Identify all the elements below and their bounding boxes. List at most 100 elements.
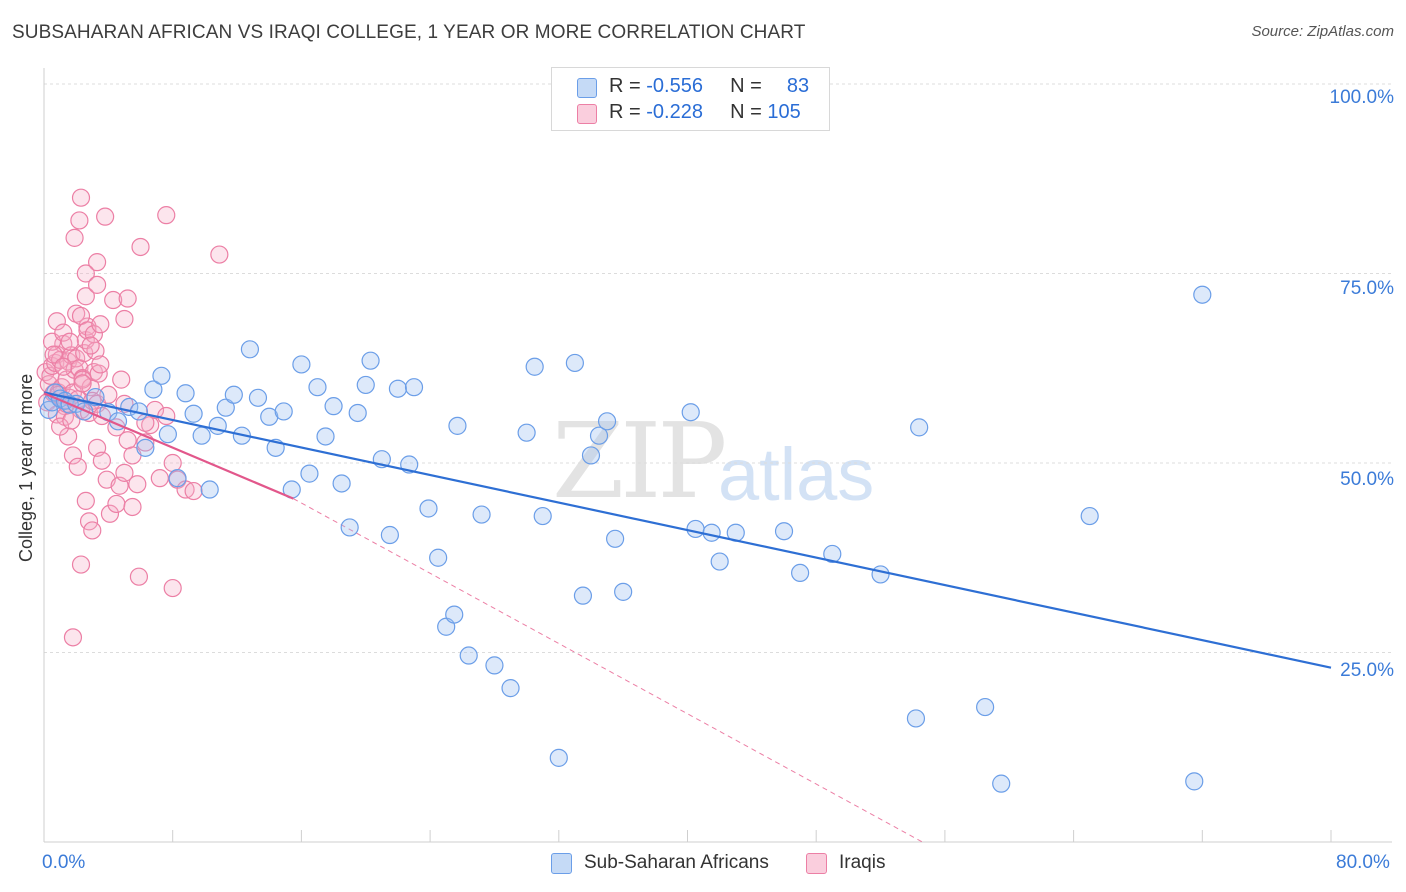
sub-saharan-point — [525, 357, 544, 376]
iraqis-point — [91, 315, 110, 334]
iraqis-point — [163, 578, 182, 598]
iraqis-point — [128, 475, 147, 494]
sub-saharan-point — [472, 505, 491, 524]
trend-lines — [43, 391, 1332, 669]
sub-saharan-point — [380, 525, 399, 545]
y-tick-50: 50.0% — [1340, 469, 1394, 490]
sub-saharan-point — [274, 402, 293, 421]
sub-saharan-point — [976, 697, 995, 717]
source-label: Source: ZipAtlas.com — [1251, 23, 1394, 40]
sub-saharan-point — [702, 523, 721, 542]
iraqis-point — [129, 567, 149, 586]
iraqis-point — [145, 400, 165, 420]
blue-swatch — [577, 78, 597, 98]
sub-saharan-point — [774, 522, 794, 541]
trend-lines-extended — [293, 498, 923, 843]
iraqis-point — [50, 417, 70, 436]
iraqis-point — [76, 287, 95, 306]
iraqis-point — [112, 370, 131, 389]
iraqis-point — [68, 457, 87, 476]
bottom-blue-swatch — [551, 853, 572, 874]
iraqis-point — [89, 364, 108, 383]
sub-saharan-point — [75, 402, 94, 421]
iraqis-point — [87, 253, 107, 272]
iraqis-point — [83, 521, 102, 540]
iraqis-trend-line — [43, 392, 294, 500]
iraqis-point — [123, 497, 142, 517]
sub-saharan-point — [152, 366, 171, 385]
iraqis-point — [87, 275, 107, 294]
legend-blue-n-value: 83 — [786, 75, 810, 97]
watermark-zip: ZIP — [552, 400, 727, 522]
sub-saharan-point — [448, 416, 467, 435]
iraqis-point — [44, 345, 63, 364]
iraqis-point — [184, 481, 203, 501]
sub-saharan-point — [549, 748, 568, 767]
iraqis-point — [210, 245, 229, 264]
iraqis-point — [115, 463, 134, 482]
sub-saharan-point — [86, 387, 105, 407]
sub-saharan-point — [992, 774, 1011, 793]
iraqis-point — [157, 206, 176, 225]
chart-title: SUBSAHARAN AFRICAN VS IRAQI COLLEGE, 1 Y… — [12, 22, 806, 43]
sub-saharan-point — [614, 582, 633, 601]
iraqis-point — [100, 504, 120, 523]
legend-blue-r-label: R = — [609, 75, 641, 97]
sub-saharan-point — [361, 351, 380, 370]
sub-saharan-point — [686, 519, 705, 539]
axes — [43, 68, 1392, 843]
sub-saharan-point — [485, 656, 504, 675]
sub-saharan-point — [910, 418, 929, 437]
legend-blue-n-label: N = — [730, 75, 762, 97]
bottom-legend-blue-label: Sub-Saharan Africans — [584, 852, 769, 873]
iraqis-point — [63, 628, 83, 647]
sub-saharan-point — [144, 380, 163, 399]
iraqis-point — [65, 228, 84, 247]
iraqis-trend-line-extended — [293, 498, 923, 843]
x-tick-min: 0.0% — [42, 852, 86, 873]
legend-pink-n-label: N = — [730, 101, 762, 123]
sub-saharan-point — [348, 403, 367, 423]
sub-saharan-point — [224, 385, 243, 404]
pink-swatch — [577, 104, 597, 124]
sub-saharan-point — [445, 605, 464, 624]
sub-saharan-point — [404, 378, 424, 397]
iraqis-point — [81, 336, 100, 355]
sub-saharan-point — [517, 423, 536, 442]
y-axis-label: College, 1 year or more — [16, 373, 36, 562]
x-tick-max: 80.0% — [1336, 852, 1390, 873]
legend-blue-r-value: -0.556 — [646, 75, 703, 97]
sub-saharan-point — [324, 397, 343, 416]
iraqis-point — [54, 357, 73, 376]
sub-saharan-point — [871, 565, 890, 584]
iraqis-point — [118, 289, 137, 308]
sub-saharan-point — [332, 474, 351, 493]
bottom-pink-swatch — [806, 853, 827, 874]
iraqis-point — [60, 332, 79, 351]
sub-saharan-point — [589, 426, 609, 445]
sub-saharan-point — [136, 438, 155, 457]
iraqis-point — [157, 406, 176, 426]
sub-saharan-point — [300, 464, 319, 483]
iraqis-point — [71, 188, 91, 207]
iraqis-point — [131, 237, 150, 257]
bottom-legend-pink-label: Iraqis — [839, 852, 886, 873]
sub-saharan-point — [216, 398, 235, 417]
sub-saharan-point — [356, 375, 375, 395]
sub-saharan-point — [184, 404, 203, 423]
watermark-atlas: atlas — [718, 433, 875, 516]
sub-saharan-point — [292, 355, 311, 374]
sub-saharan-point — [158, 425, 177, 444]
iraqis-point — [76, 264, 95, 283]
iraqis-point — [63, 446, 83, 465]
legend-pink-r-label: R = — [609, 101, 641, 123]
iraqis-point — [47, 312, 66, 331]
iraqis-point — [84, 325, 103, 344]
sub-saharan-point — [501, 679, 520, 698]
sub-saharan-point — [419, 499, 438, 518]
sub-saharan-points — [39, 285, 1212, 793]
sub-saharan-point — [581, 446, 601, 465]
sub-saharan-point — [681, 403, 700, 422]
iraqis-point — [91, 355, 110, 374]
sub-saharan-point — [533, 506, 552, 526]
